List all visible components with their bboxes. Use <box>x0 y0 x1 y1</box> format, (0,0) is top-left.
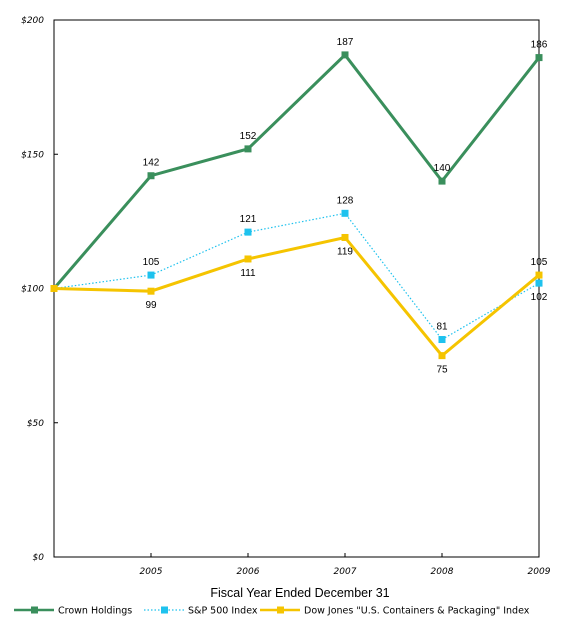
data-point <box>244 255 252 263</box>
legend-item: Crown Holdings <box>14 606 132 617</box>
legend-marker <box>161 606 168 614</box>
data-point <box>147 287 155 295</box>
data-point <box>341 233 349 241</box>
y-tick-label: $100 <box>21 285 44 295</box>
data-label: 102 <box>531 292 548 303</box>
data-point <box>438 177 446 185</box>
x-tick-label: 2008 <box>431 567 454 577</box>
x-tick-label: 2006 <box>237 567 260 577</box>
x-tick-label: 2005 <box>140 567 163 577</box>
x-tick-label: 2007 <box>334 567 357 577</box>
data-point <box>50 285 58 292</box>
data-label: 119 <box>337 246 353 257</box>
y-tick-label: $0 <box>33 553 45 563</box>
data-label: 81 <box>436 322 448 333</box>
legend-label: S&P 500 Index <box>188 606 258 617</box>
y-tick-label: $150 <box>21 150 44 160</box>
series-line-1 <box>53 212 540 341</box>
data-point <box>438 336 446 344</box>
legend-marker <box>277 606 284 614</box>
y-tick-label: $50 <box>27 419 44 429</box>
data-label: 142 <box>143 158 160 169</box>
data-label: 75 <box>436 365 448 376</box>
x-tick-label: 2009 <box>528 567 551 577</box>
legend-item: Dow Jones "U.S. Containers & Packaging" … <box>260 606 530 617</box>
series-line-2 <box>53 235 540 358</box>
data-point <box>535 279 543 287</box>
x-axis-title: Fiscal Year Ended December 31 <box>210 586 389 600</box>
data-label: 111 <box>240 268 256 279</box>
legend-label: Dow Jones "U.S. Containers & Packaging" … <box>304 606 530 617</box>
data-label: 128 <box>337 195 354 206</box>
data-label: 187 <box>337 37 354 48</box>
data-point <box>147 172 155 180</box>
legend-marker <box>31 606 38 614</box>
data-point <box>244 145 252 153</box>
data-point <box>341 51 349 59</box>
legend-label: Crown Holdings <box>58 606 132 617</box>
data-label: 99 <box>145 300 157 311</box>
data-point <box>244 228 252 236</box>
data-label: 186 <box>531 40 548 51</box>
data-label: 105 <box>143 257 160 268</box>
data-label: 152 <box>240 131 257 142</box>
data-point <box>438 352 446 360</box>
data-label: 121 <box>240 214 257 225</box>
data-point <box>535 271 543 279</box>
legend-item: S&P 500 Index <box>144 606 258 617</box>
data-point <box>341 209 349 217</box>
data-point <box>147 271 155 279</box>
data-point <box>535 54 543 62</box>
series-line-0 <box>52 52 541 290</box>
y-tick-label: $200 <box>21 16 44 26</box>
data-label: 140 <box>434 163 451 174</box>
data-label: 105 <box>531 257 548 268</box>
